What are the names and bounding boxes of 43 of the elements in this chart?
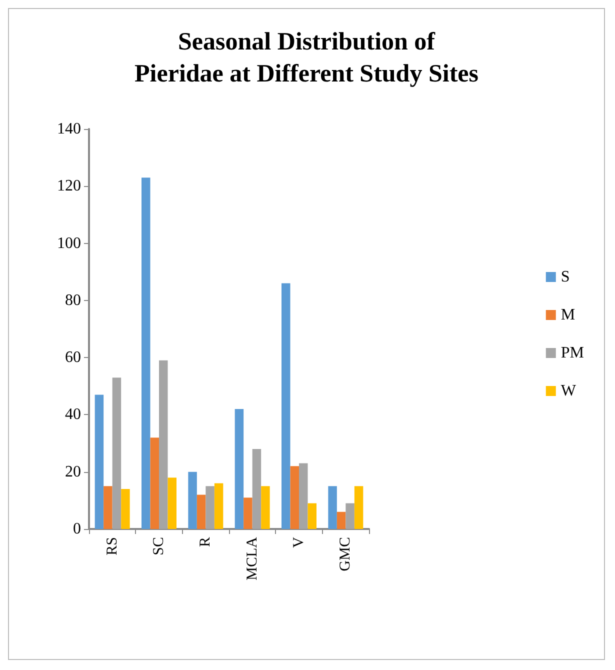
bar — [142, 178, 150, 529]
y-tick-label: 120 — [57, 178, 81, 195]
bar — [188, 472, 197, 529]
x-tick-label: V — [291, 536, 307, 548]
bar — [290, 466, 299, 529]
bar — [299, 463, 308, 529]
bar — [252, 449, 262, 529]
bar — [168, 478, 176, 529]
y-tick-label: 60 — [65, 349, 81, 366]
bar — [346, 503, 354, 529]
x-tick-label: MCLA — [244, 536, 260, 580]
legend-label: PM — [560, 344, 584, 362]
bar — [244, 498, 252, 529]
x-tick-label: SC — [151, 537, 167, 556]
bar — [159, 360, 168, 529]
bar — [150, 438, 159, 529]
bar — [261, 486, 270, 529]
bar — [336, 512, 346, 529]
chart-title: Seasonal Distribution of Pieridae at Different Study Sites — [134, 28, 479, 88]
legend-label: M — [560, 306, 576, 324]
y-tick-label: 0 — [73, 520, 81, 538]
bar — [196, 494, 206, 529]
legend-label: W — [560, 382, 577, 400]
x-tick-label: R — [198, 537, 214, 548]
bar — [104, 486, 112, 529]
bar — [282, 283, 290, 529]
bar — [94, 394, 104, 529]
bar — [214, 483, 224, 529]
x-tick-label: GMC — [338, 537, 354, 572]
x-tick-label: RS — [104, 537, 120, 556]
bar — [234, 409, 244, 529]
bar — [308, 503, 316, 529]
bar — [112, 378, 122, 529]
legend-label: S — [560, 268, 570, 286]
bar — [121, 489, 130, 529]
y-tick-label: 140 — [57, 120, 81, 138]
y-tick-label: 100 — [57, 234, 81, 252]
bar — [206, 486, 214, 529]
y-tick-label: 80 — [65, 292, 81, 309]
y-tick-label: 20 — [65, 463, 81, 480]
bar — [354, 486, 364, 529]
y-tick-label: 40 — [65, 406, 81, 424]
bar — [328, 486, 337, 529]
